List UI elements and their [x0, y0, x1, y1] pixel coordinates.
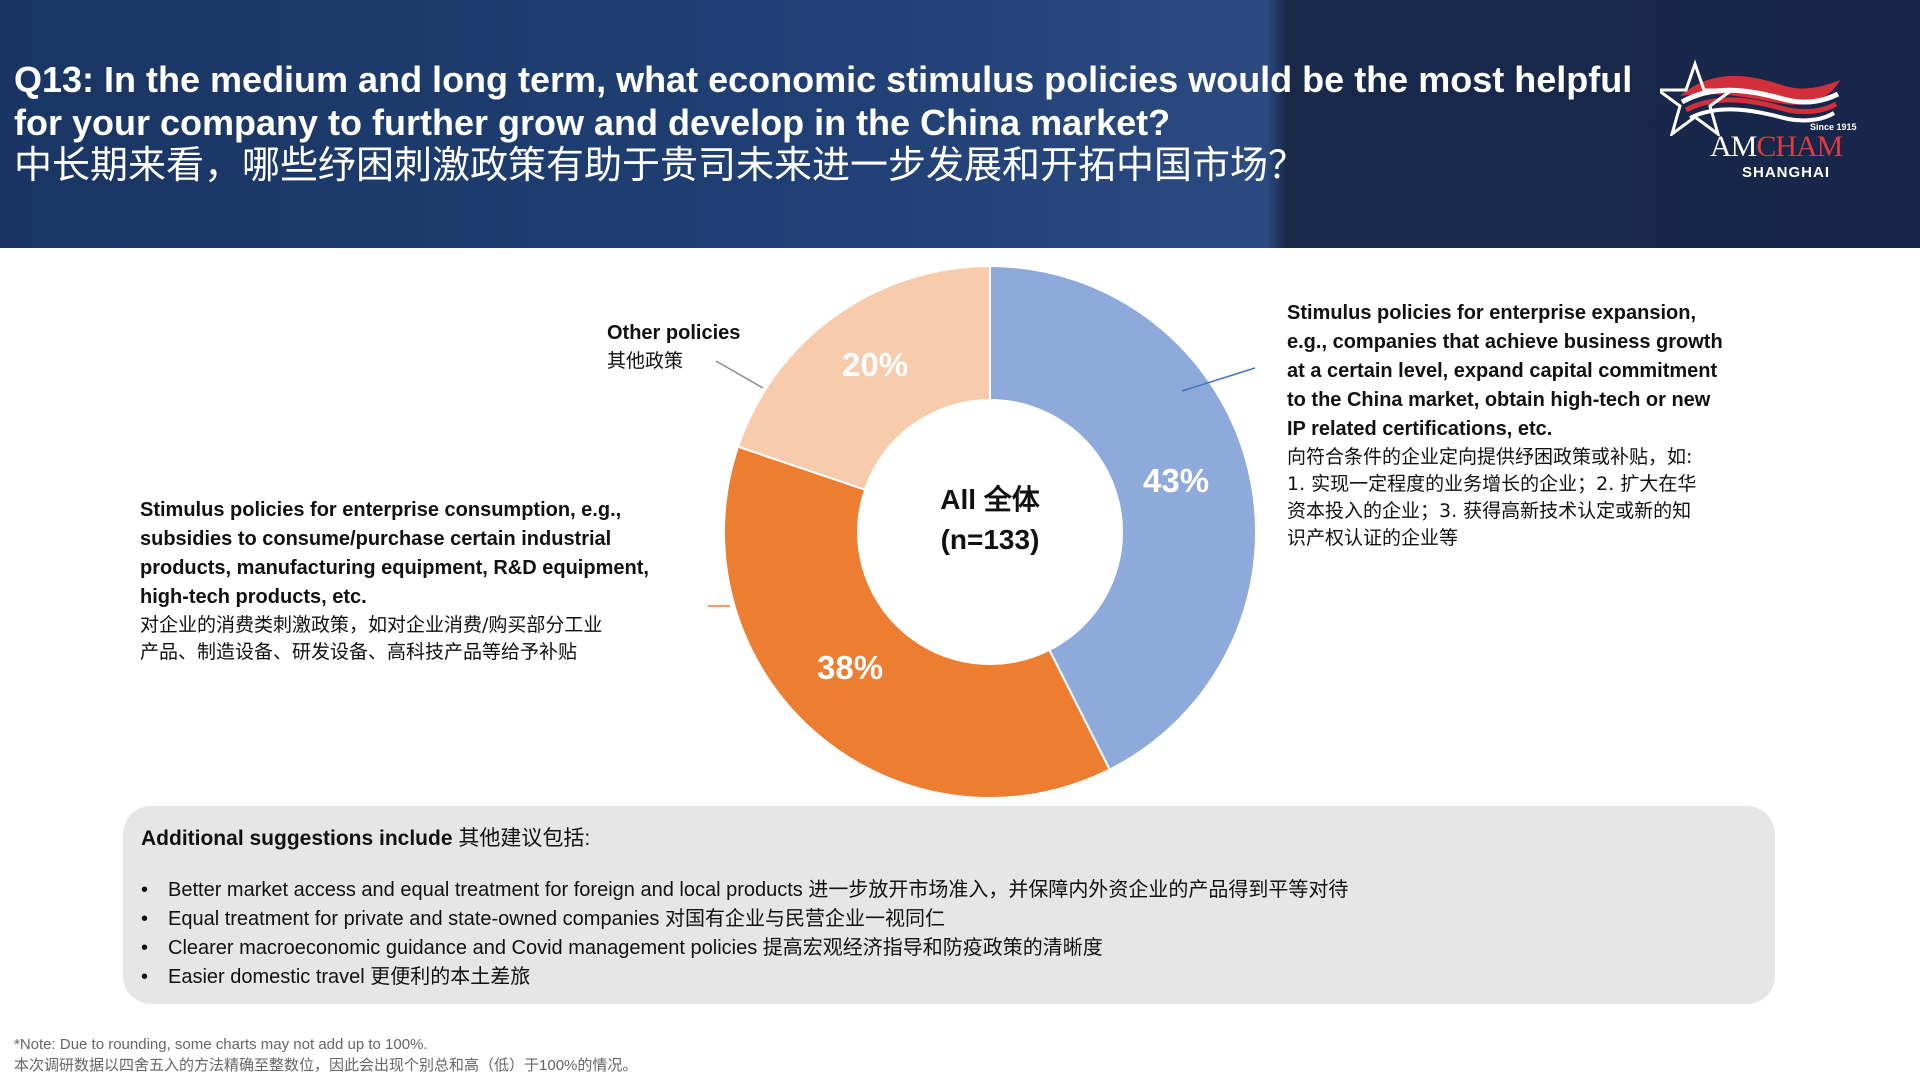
label-expansion-cn-line: 向符合条件的企业定向提供纾困政策或补贴，如: [1287, 446, 1693, 468]
label-expansion-cn-line: 识产权认证的企业等 [1287, 527, 1459, 549]
label-consumption-en-line: Stimulus policies for enterprise consump… [140, 499, 622, 521]
question-title-en: Q13: In the medium and long term, what e… [14, 59, 1633, 143]
suggestions-list: Better market access and equal treatment… [141, 876, 1348, 992]
label-consumption-en: Stimulus policies for enterprise consump… [140, 496, 700, 612]
header-banner: Q13: In the medium and long term, what e… [0, 0, 1920, 248]
city-text: SHANGHAI [1742, 164, 1831, 181]
footnote-cn: 本次调研数据以四舍五入的方法精确至整数位，因此会出现个别总和高（低）于100%的… [14, 1057, 638, 1074]
slice-label-consumption: 38% [817, 649, 884, 686]
slice-expansion [989, 264, 1257, 771]
amcham-wordmark: AMCHAM [1710, 130, 1843, 163]
label-expansion-en-line: at a certain level, expand capital commi… [1287, 360, 1718, 382]
footnote: *Note: Due to rounding, some charts may … [14, 1034, 637, 1076]
suggestion-item: Better market access and equal treatment… [141, 876, 1348, 905]
slice-consumption [723, 445, 1111, 799]
slice-other [736, 264, 991, 491]
label-expansion-en-line: to the China market, obtain high-tech or… [1287, 389, 1711, 411]
label-consumption-en-line: subsidies to consume/purchase certain in… [140, 528, 612, 550]
label-expansion: Stimulus policies for enterprise expansi… [1287, 299, 1787, 552]
label-other-en: Other policies [607, 322, 741, 344]
label-consumption: Stimulus policies for enterprise consump… [140, 496, 700, 666]
label-consumption-cn: 对企业的消费类刺激政策，如对企业消费/购买部分工业 产品、制造设备、研发设备、高科… [140, 612, 700, 666]
footnote-en: *Note: Due to rounding, some charts may … [14, 1036, 428, 1053]
center-label-line1: All 全体 [940, 484, 1040, 515]
leader-line-other [715, 360, 764, 389]
donut-chart [723, 264, 1257, 799]
center-label-line2: (n=133) [940, 524, 1040, 555]
suggestions-title: Additional suggestions include 其他建议包括: [141, 827, 591, 850]
since-text: Since 1915 [1810, 122, 1857, 132]
label-expansion-cn-line: 资本投入的企业；3. 获得高新技术认定或新的知 [1287, 500, 1692, 522]
slice-label-other: 20% [842, 346, 909, 383]
suggestion-item: Equal treatment for private and state-ow… [141, 905, 1348, 934]
suggestion-item: Clearer macroeconomic guidance and Covid… [141, 934, 1348, 963]
leader-line-expansion [1181, 367, 1256, 392]
center-label: All 全体 (n=133) [880, 480, 1100, 560]
suggestions-box: Additional suggestions include 其他建议包括: B… [123, 806, 1775, 1004]
label-expansion-cn-line: 1. 实现一定程度的业务增长的企业；2. 扩大在华 [1287, 473, 1697, 495]
label-expansion-en-line: Stimulus policies for enterprise expansi… [1287, 302, 1696, 324]
label-other: Other policies 其他政策 [607, 319, 807, 375]
donut-hole [859, 401, 1121, 663]
label-other-cn: 其他政策 [607, 350, 684, 372]
amcham-logo: Since 1915 AMCHAM SHANGHAI [1653, 56, 1870, 186]
label-consumption-cn-line: 产品、制造设备、研发设备、高科技产品等给予补贴 [140, 641, 578, 663]
label-consumption-en-line: products, manufacturing equipment, R&D e… [140, 557, 649, 579]
label-expansion-en-line: e.g., companies that achieve business gr… [1287, 331, 1723, 353]
star-flag-icon [1653, 59, 1840, 138]
label-expansion-cn: 向符合条件的企业定向提供纾困政策或补贴，如: 1. 实现一定程度的业务增长的企业；… [1287, 444, 1787, 552]
slice-label-expansion: 43% [1143, 462, 1210, 499]
label-consumption-cn-line: 对企业的消费类刺激政策，如对企业消费/购买部分工业 [140, 614, 603, 636]
label-expansion-en: Stimulus policies for enterprise expansi… [1287, 299, 1787, 444]
suggestion-item: Easier domestic travel 更便利的本土差旅 [141, 963, 1348, 992]
label-expansion-en-line: IP related certifications, etc. [1287, 418, 1553, 440]
label-consumption-en-line: high-tech products, etc. [140, 586, 367, 608]
question-title-cn: 中长期来看，哪些纾困刺激政策有助于贵司未来进一步发展和开拓中国市场？ [14, 143, 1307, 187]
